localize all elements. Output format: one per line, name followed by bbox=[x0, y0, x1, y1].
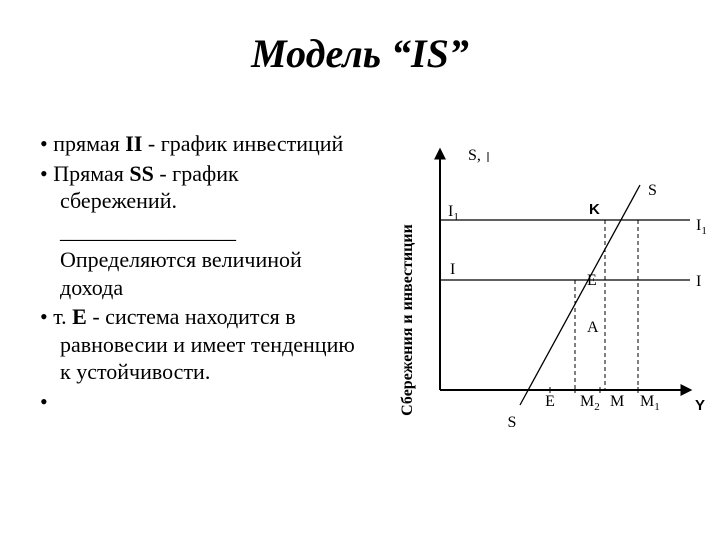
svg-text:S: S bbox=[508, 414, 517, 431]
svg-text:I: I bbox=[450, 261, 455, 278]
bullet-2: Прямая SS - график сбережений. bbox=[40, 160, 360, 215]
b3-post: - система находится в равновесии и имеет… bbox=[60, 304, 355, 384]
svg-text:I1: I1 bbox=[696, 217, 707, 237]
svg-text:K: K bbox=[589, 201, 600, 218]
bullet-4-empty bbox=[40, 388, 360, 416]
svg-text:M1: M1 bbox=[640, 393, 660, 413]
b3-pre: т. bbox=[53, 304, 72, 329]
b2-pre: Прямая bbox=[53, 161, 129, 186]
svg-text:M: M bbox=[610, 393, 624, 410]
determined-by: Определяются величиной дохода bbox=[40, 246, 360, 301]
bullet-3: т. Е - система находится в равновесии и … bbox=[40, 303, 360, 386]
svg-text:E: E bbox=[545, 393, 555, 410]
diagram-svg: Сбережения и инвестицииS,YIII1I1SSEKAEM2… bbox=[380, 130, 710, 450]
b3-bold: Е bbox=[72, 304, 87, 329]
b1-bold: II bbox=[125, 131, 142, 156]
svg-text:S: S bbox=[648, 182, 657, 199]
svg-text:A: A bbox=[587, 319, 599, 336]
svg-text:I: I bbox=[696, 273, 701, 290]
svg-text:E: E bbox=[587, 272, 597, 289]
separator-line: ________________ bbox=[40, 217, 360, 245]
bullet-1: прямая II - график инвестиций bbox=[40, 130, 360, 158]
b2-bold: SS bbox=[129, 161, 153, 186]
svg-text:Сбережения и инвестиции: Сбережения и инвестиции bbox=[399, 224, 416, 416]
svg-text:Y: Y bbox=[695, 397, 705, 414]
is-diagram: Сбережения и инвестицииS,YIII1I1SSEKAEM2… bbox=[380, 130, 710, 450]
svg-text:S,: S, bbox=[468, 147, 481, 164]
b1-post: - график инвестиций bbox=[142, 131, 343, 156]
svg-text:M2: M2 bbox=[580, 393, 600, 413]
b1-pre: прямая bbox=[53, 131, 125, 156]
slide-title: Модель “IS” bbox=[0, 30, 720, 77]
body-text: прямая II - график инвестиций Прямая SS … bbox=[40, 130, 360, 417]
